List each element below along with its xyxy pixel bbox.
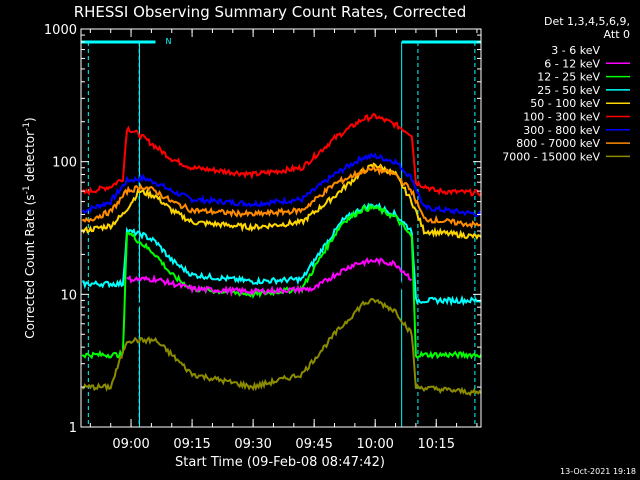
series-line: [81, 162, 482, 241]
series-line: [81, 297, 482, 397]
x-axis-label: Start Time (09-Feb-08 08:47:42): [175, 455, 385, 470]
x-tick-label: 09:15: [173, 437, 210, 452]
plot-frame: [80, 28, 482, 428]
series-line: [126, 257, 413, 297]
y-axis-label-part: Corrected Count Rate (s: [23, 194, 37, 338]
x-tick-label: 09:45: [295, 437, 332, 452]
y-axis-label-sup: -1: [22, 185, 32, 194]
flag-label: N: [165, 37, 171, 46]
legend-label: 50 - 100 keV: [530, 97, 600, 110]
y-axis: 1 10 100 1000: [44, 23, 481, 436]
series-line: [81, 164, 482, 229]
legend-label: 25 - 50 keV: [537, 84, 600, 97]
y-axis-label-part: detector: [23, 131, 37, 186]
x-tick-label: 09:30: [234, 437, 271, 452]
series-line: [81, 112, 482, 197]
y-tick-label: 1000: [44, 23, 77, 38]
x-tick-label: 10:15: [418, 437, 455, 452]
legend-label: 300 - 800 keV: [523, 124, 600, 137]
y-tick-label: 100: [52, 156, 77, 171]
series-line: [126, 267, 413, 352]
x-tick-label: 09:00: [112, 437, 149, 452]
legend-label: 3 - 6 keV: [551, 44, 600, 57]
plot-area: N: [81, 37, 482, 427]
series-line: [81, 203, 482, 360]
y-axis-label-sup: -1: [22, 122, 32, 131]
legend-label: 6 - 12 keV: [544, 57, 600, 70]
legend-label: 100 - 300 keV: [523, 111, 600, 124]
series-line: [81, 152, 482, 218]
legend-label: 800 - 7000 keV: [516, 137, 600, 150]
y-axis-label-part: ): [23, 117, 37, 122]
legend-label: 12 - 25 keV: [537, 71, 600, 84]
y-tick-label: 10: [60, 288, 77, 303]
chart-title: RHESSI Observing Summary Count Rates, Co…: [74, 3, 467, 21]
footer-timestamp: 13-Oct-2021 19:18: [560, 467, 636, 476]
legend-label: 7000 - 15000 keV: [502, 150, 600, 163]
y-tick-label: 1: [69, 421, 77, 436]
legend-header: Det 1,3,4,5,6,9,: [544, 15, 630, 28]
legend-header: Att 0: [604, 28, 630, 41]
y-axis-label: Corrected Count Rate (s-1 detector-1): [22, 117, 37, 338]
x-tick-label: 10:00: [356, 437, 393, 452]
series-line: [82, 202, 482, 307]
x-axis: 09:00 09:15 09:30 09:45 10:00 10:15: [89, 29, 478, 452]
